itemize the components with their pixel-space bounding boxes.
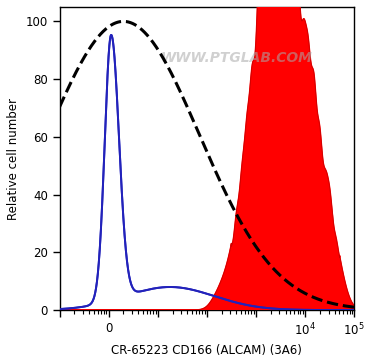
Text: WWW.PTGLAB.COM: WWW.PTGLAB.COM — [160, 51, 312, 66]
X-axis label: CR-65223 CD166 (ALCAM) (3A6): CR-65223 CD166 (ALCAM) (3A6) — [112, 344, 302, 357]
Y-axis label: Relative cell number: Relative cell number — [7, 98, 20, 219]
